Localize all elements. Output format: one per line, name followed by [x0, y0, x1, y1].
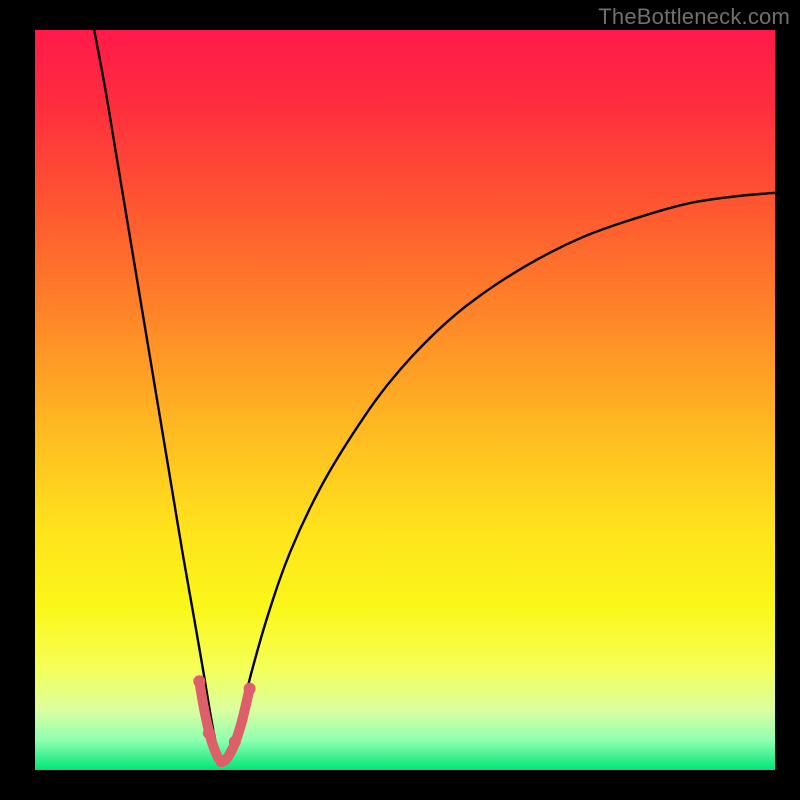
optimum-marker-dot — [193, 675, 205, 687]
chart-container: TheBottleneck.com — [0, 0, 800, 800]
optimum-marker-dot — [203, 727, 215, 739]
plot-background — [35, 30, 775, 770]
watermark-label: TheBottleneck.com — [598, 4, 790, 30]
optimum-marker-dot — [244, 683, 256, 695]
optimum-marker-dot — [229, 736, 241, 748]
optimum-marker-dot — [215, 755, 227, 767]
bottleneck-chart — [0, 0, 800, 800]
